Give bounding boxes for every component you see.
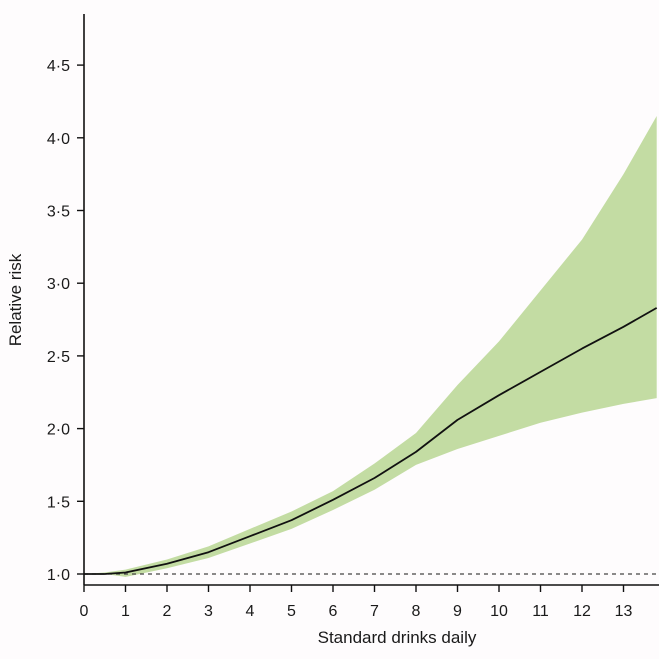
x-tick-label: 7 xyxy=(370,603,379,620)
risk-line-layer xyxy=(84,307,658,575)
x-tick-label: 2 xyxy=(163,603,172,620)
x-tick-label: 5 xyxy=(287,603,296,620)
y-tick-label: 1·0 xyxy=(47,567,70,584)
x-tick-label: 8 xyxy=(412,603,421,620)
y-tick-label: 4·5 xyxy=(47,58,70,75)
x-tick-label: 4 xyxy=(246,603,255,620)
confidence-band xyxy=(84,116,657,577)
x-tick-label: 12 xyxy=(573,603,591,620)
y-tick-label: 3·0 xyxy=(47,276,70,293)
x-axis-ticks: 0 1 2 3 4 5 6 7 8 9 10 11 12 13 xyxy=(80,585,633,620)
y-tick-label: 1·5 xyxy=(47,494,70,511)
x-tick-label: 0 xyxy=(80,603,89,620)
x-tick-label: 13 xyxy=(615,603,633,620)
y-tick-label: 2·5 xyxy=(47,349,70,366)
x-tick-label: 9 xyxy=(453,603,462,620)
x-tick-label: 6 xyxy=(329,603,338,620)
y-tick-label: 2·0 xyxy=(47,422,70,439)
confidence-band-layer xyxy=(84,116,657,577)
y-tick-label: 4·0 xyxy=(47,131,70,148)
y-tick-label: 3·5 xyxy=(47,204,70,221)
y-axis-label: Relative risk xyxy=(6,253,25,346)
relative-risk-line xyxy=(84,307,658,575)
axes xyxy=(83,14,659,586)
x-tick-label: 1 xyxy=(121,603,130,620)
x-tick-label: 3 xyxy=(204,603,213,620)
x-tick-label: 10 xyxy=(490,603,508,620)
y-axis-ticks: 1·0 1·5 2·0 2·5 3·0 3·5 4·0 4·5 xyxy=(47,58,84,584)
x-tick-label: 11 xyxy=(532,603,549,620)
x-axis-label: Standard drinks daily xyxy=(318,628,477,647)
